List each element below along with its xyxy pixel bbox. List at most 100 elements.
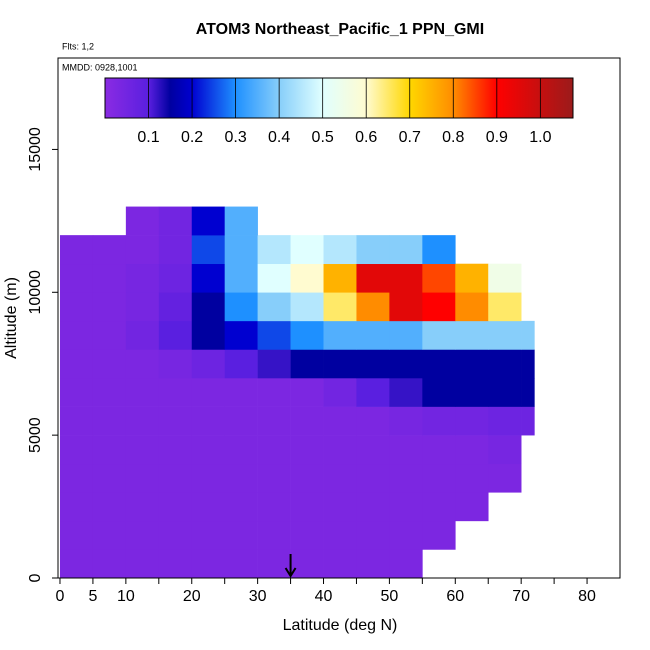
heat-cell — [191, 349, 225, 379]
heat-cell — [422, 292, 456, 322]
heat-cell — [323, 263, 357, 293]
heat-cell — [356, 235, 390, 265]
heat-cell — [59, 378, 94, 407]
heat-cell — [125, 263, 160, 293]
heat-cell — [422, 263, 456, 293]
x-tick-label: 20 — [183, 588, 201, 605]
heat-cell — [191, 549, 225, 579]
heat-cell — [257, 520, 291, 550]
heat-cell — [224, 263, 258, 293]
heat-cell — [389, 435, 423, 465]
heat-cell — [257, 349, 291, 379]
heat-cell — [125, 235, 160, 265]
heat-cell — [191, 263, 225, 293]
heat-cell — [389, 235, 423, 265]
heat-cell — [356, 406, 390, 436]
heat-cell — [257, 406, 291, 436]
heat-cell — [488, 292, 522, 322]
heat-cell — [59, 263, 94, 293]
heat-cell — [257, 378, 291, 407]
heat-cell — [455, 263, 489, 293]
heat-cell — [521, 320, 535, 350]
heat-cell — [257, 463, 291, 493]
heat-cell — [488, 378, 522, 407]
arrow-head — [284, 567, 297, 578]
heat-cell — [488, 406, 522, 436]
x-tick-label: 80 — [578, 588, 596, 605]
colorbar-tick-label: 1.0 — [529, 129, 551, 146]
heat-cell — [323, 435, 357, 465]
heat-cell — [92, 235, 127, 265]
heat-cell — [125, 378, 160, 407]
heat-cell — [191, 435, 225, 465]
heat-cell — [290, 292, 324, 322]
heat-cell — [356, 292, 390, 322]
heat-cell — [224, 349, 258, 379]
heat-cell — [455, 435, 489, 465]
heat-cell — [59, 406, 94, 436]
heat-cell — [356, 263, 390, 293]
heat-cell — [191, 206, 225, 236]
heat-cell — [389, 520, 423, 550]
heat-cell — [92, 520, 127, 550]
colorbar-tick-label: 0.9 — [486, 129, 508, 146]
heat-cell — [224, 463, 258, 493]
heat-cell — [191, 520, 225, 550]
heat-cell — [59, 549, 94, 579]
colorbar-tick-label: 0.6 — [355, 129, 377, 146]
heat-cell — [59, 320, 94, 350]
annotation: MMDD: 0928,1001 — [62, 62, 138, 72]
heat-cell — [455, 378, 489, 407]
heat-cell — [224, 292, 258, 322]
heat-cell — [158, 263, 193, 293]
heat-cell — [257, 549, 291, 579]
heat-cell — [125, 492, 160, 522]
heat-cell — [488, 263, 522, 293]
y-tick-label: 5000 — [27, 417, 44, 453]
heat-cell — [158, 492, 193, 522]
heat-cell — [59, 349, 94, 379]
x-axis-label: Latitude (deg N) — [283, 617, 398, 634]
heat-cell — [455, 492, 489, 522]
heat-cell — [59, 492, 94, 522]
heat-cell — [191, 320, 225, 350]
plot-frame — [57, 57, 621, 579]
heat-cell — [290, 520, 324, 550]
chart-title: ATOM3 Northeast_Pacific_1 PPN_GMI — [196, 21, 484, 38]
heat-cell — [422, 463, 456, 493]
heat-cell — [191, 406, 225, 436]
heat-cell — [356, 549, 390, 579]
heat-cell — [356, 378, 390, 407]
heat-cell — [455, 320, 489, 350]
heat-cell — [191, 235, 225, 265]
heat-cell — [356, 320, 390, 350]
x-tick-label: 70 — [512, 588, 530, 605]
heat-cell — [158, 435, 193, 465]
heat-cell — [224, 235, 258, 265]
heat-cell — [92, 378, 127, 407]
heat-cell — [455, 406, 489, 436]
colorbar-tick-label: 0.1 — [137, 129, 159, 146]
colorbar — [104, 77, 574, 119]
heat-cell — [158, 463, 193, 493]
heat-cell — [422, 378, 456, 407]
heat-cell — [92, 320, 127, 350]
heat-cell — [521, 406, 535, 436]
heat-cell — [224, 320, 258, 350]
colorbar-tick-label: 0.4 — [268, 129, 290, 146]
heat-cell — [389, 378, 423, 407]
heat-cell — [389, 292, 423, 322]
heat-cell — [191, 378, 225, 407]
heat-cell — [521, 349, 535, 379]
heat-cell — [290, 263, 324, 293]
heat-cell — [92, 406, 127, 436]
heat-cell — [389, 263, 423, 293]
heat-cell — [158, 206, 193, 236]
heat-cell — [224, 406, 258, 436]
heat-cell — [488, 435, 522, 465]
heat-cell — [290, 235, 324, 265]
y-tick-label: 15000 — [27, 127, 44, 172]
heat-cell — [257, 263, 291, 293]
subtitle: Flts: 1,2 — [62, 41, 94, 51]
heat-cell — [125, 206, 160, 236]
